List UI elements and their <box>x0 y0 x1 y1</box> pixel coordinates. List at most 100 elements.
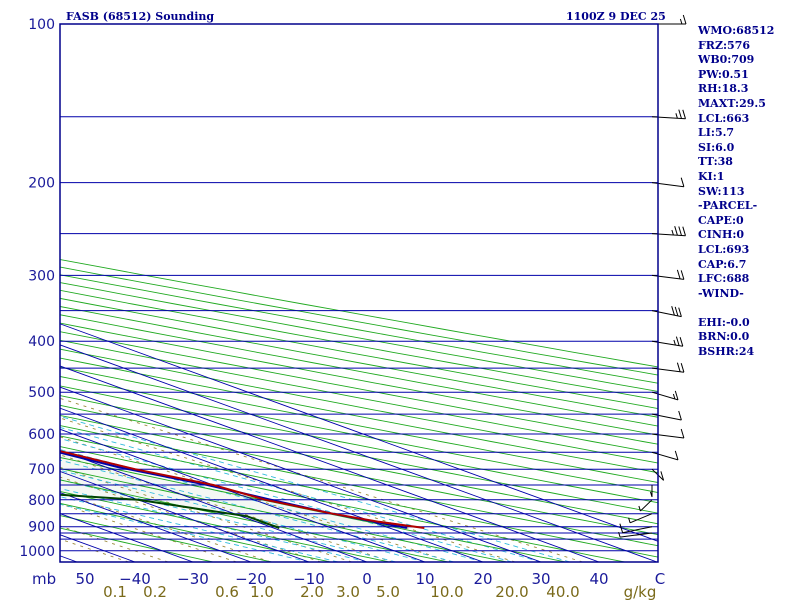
stability-indices-panel: WMO:68512 FRZ:576 WB0:709 PW:0.51 RH:18.3 MAX… <box>698 24 798 360</box>
stat-line <box>698 301 798 316</box>
dry-adiabat-160 <box>60 331 658 445</box>
dry-adiabat-20 <box>60 468 507 562</box>
pressure-label-400: 400 <box>28 334 55 350</box>
mixing-ratio-label: 3.0 <box>336 583 360 600</box>
wind-barb-flag <box>682 226 686 236</box>
wind-barb-flag <box>673 339 676 346</box>
stat-line: BRN:0.0 <box>698 330 750 344</box>
dry-adiabat--20 <box>60 515 272 562</box>
mixing-ratio-label: 40.0 <box>546 583 579 600</box>
wind-barb-850 <box>628 513 653 524</box>
isotherm-0 <box>60 449 368 562</box>
moist-adiabat-15 <box>60 459 455 562</box>
wind-barb-flag <box>682 109 686 119</box>
mixing-ratio-label: 10.0 <box>430 583 463 600</box>
temperature-label-20: 20 <box>473 570 492 588</box>
stat-line: RH:18.3 <box>698 82 749 96</box>
wind-barb-flag <box>638 505 641 512</box>
wind-barb-900 <box>619 523 653 534</box>
wind-barb-staff <box>651 413 682 421</box>
wind-barb-staff <box>640 499 653 512</box>
pressure-unit-label: mb <box>32 570 56 588</box>
mixing-ratio-line <box>60 454 393 562</box>
pressure-label-800: 800 <box>28 493 55 509</box>
wind-barb-staff <box>651 340 683 347</box>
dry-adiabat-60 <box>60 425 658 547</box>
wind-barb-550 <box>651 410 682 421</box>
wind-barb-800 <box>638 499 653 512</box>
mixing-ratio-label: 1.0 <box>250 583 274 600</box>
mixing-ratio-label: 2.0 <box>300 583 324 600</box>
wind-barb-500 <box>651 390 679 401</box>
wind-barb-staff <box>622 526 653 534</box>
dry-adiabat-110 <box>60 376 658 493</box>
isotherm-10 <box>60 428 426 562</box>
dry-adiabat-50 <box>60 435 658 558</box>
profiles <box>60 450 425 529</box>
pressure-label-1000: 1000 <box>19 544 55 560</box>
pressure-label-900: 900 <box>28 520 55 536</box>
stat-line: -PARCEL- <box>698 199 758 213</box>
dry-adiabat-130 <box>60 357 658 474</box>
stat-line: KI:1 <box>698 169 725 183</box>
wind-barb-flag <box>650 491 653 498</box>
wind-barb-flag <box>680 270 685 280</box>
wind-barb-flag <box>679 337 684 347</box>
wind-barb-flag <box>660 471 665 481</box>
dry-adiabat-120 <box>60 366 658 483</box>
mixing-ratio-labels: 0.1 0.2 0.6 1.0 2.0 3.0 5.0 10.0 20.0 40.0 g/kg <box>103 583 656 600</box>
dry-adiabat-80 <box>60 404 658 525</box>
wind-barb-flag <box>680 428 685 439</box>
temperature-axis-labels: 50 −40 −30 −20 −10 0 10 20 30 40 C <box>75 570 665 588</box>
isotherm-60 <box>60 323 658 542</box>
temperature-label--20: −20 <box>235 570 267 588</box>
wind-barb-staff <box>620 532 653 538</box>
dry-adiabat--10 <box>60 502 331 562</box>
isotherms <box>0 24 658 562</box>
pressure-label-700: 700 <box>28 462 55 478</box>
wind-barb-flag <box>671 229 674 236</box>
stat-line: LCL:693 <box>698 242 750 256</box>
wind-barb-350 <box>651 306 682 318</box>
plot-frame <box>59 23 659 563</box>
chart-time: 1100Z 9 DEC 25 <box>566 10 666 23</box>
temperature-dewpoint-fill <box>60 451 425 528</box>
stat-line: CINH:0 <box>698 228 745 242</box>
mixing-ratio-label: 20.0 <box>495 583 528 600</box>
temperature-label--50: 50 <box>75 570 94 588</box>
moist-adiabat--5 <box>60 496 339 562</box>
isotherm--60 <box>0 24 19 562</box>
mixing-ratio-label: 0.1 <box>103 583 127 600</box>
temperature-unit-label: C <box>655 570 665 588</box>
mixing-ratio-label: 5.0 <box>376 583 400 600</box>
dry-adiabat-90 <box>60 395 658 514</box>
wind-barb-flag <box>676 362 681 372</box>
moist-adiabat-35 <box>60 415 571 562</box>
temperature-label-40: 40 <box>589 570 608 588</box>
mixing-ratio-label: 0.6 <box>215 583 239 600</box>
stat-line: -WIND- <box>698 286 744 300</box>
stat-line: LCL:663 <box>698 111 750 125</box>
moist-adiabats <box>60 415 571 562</box>
chart-title: FASB (68512) Sounding <box>66 10 214 23</box>
pressure-label-100: 100 <box>28 17 55 33</box>
stat-line: WB0:709 <box>698 53 755 67</box>
stat-line: FRZ:576 <box>698 38 751 52</box>
wind-barb-flag <box>674 390 679 401</box>
mixing-ratio-line <box>60 436 452 562</box>
wind-barb-flag <box>628 517 631 523</box>
wind-barb-flag <box>619 523 624 533</box>
temperature-line <box>60 450 425 529</box>
wind-barb-flag <box>618 531 621 538</box>
stat-line: WMO:68512 <box>698 24 775 37</box>
moist-adiabat-25 <box>60 438 513 562</box>
pressure-label-500: 500 <box>28 385 55 401</box>
temperature-label-0: 0 <box>362 570 372 588</box>
wind-barb-flag <box>680 177 685 187</box>
wind-barb-staff <box>651 391 679 401</box>
isotherm-20 <box>60 407 484 562</box>
wind-barb-flag <box>680 363 685 373</box>
stat-line: PW:0.51 <box>698 67 749 81</box>
stat-line: TT:38 <box>698 155 733 169</box>
